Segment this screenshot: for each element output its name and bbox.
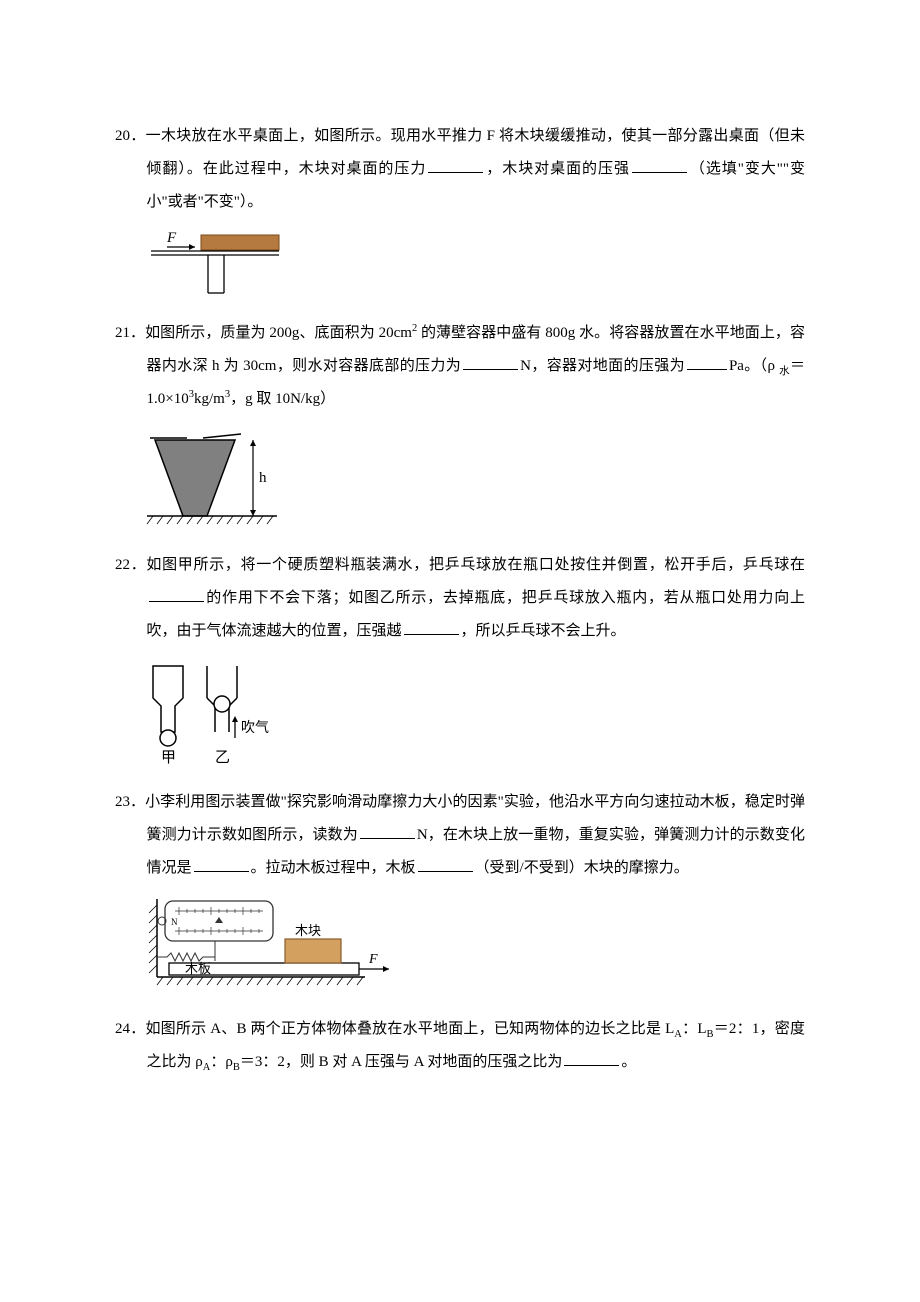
q23-label-block: 木块 (295, 923, 321, 938)
q24-text-d: ：ρ (210, 1054, 233, 1070)
q23-label-board: 木板 (185, 961, 211, 976)
q22-blank-2 (404, 620, 459, 635)
q20-svg: F (145, 229, 285, 299)
q21-blank-1 (463, 355, 518, 370)
question-22: 22．如图甲所示，将一个硬质塑料瓶装满水，把乒乓球放在瓶口处按住并倒置，松开手后… (115, 549, 805, 768)
q24-blank-1 (564, 1051, 619, 1066)
q24-text-b: ：L (682, 1021, 707, 1037)
q22-label-blow: 吹气 (241, 720, 269, 736)
q23-text-c: 。拉动木板过程中，木板 (251, 860, 416, 876)
q22-text-c: ，所以乒乓球不会上升。 (461, 623, 626, 639)
q21-blank-2 (687, 355, 727, 370)
q20-blank-1 (428, 158, 483, 173)
q24-num: 24． (115, 1021, 145, 1037)
q22-label-jia: 甲 (161, 750, 176, 766)
q24-text-f: 。 (621, 1054, 636, 1070)
q22-label-yi: 乙 (215, 750, 230, 766)
q20-figure: F (145, 229, 805, 299)
q22-figure: 甲 吹气 乙 (145, 658, 805, 768)
q23-blank-1 (360, 824, 415, 839)
q24-sub-b1: B (706, 1029, 713, 1040)
q24-text-a: 如图所示 A、B 两个正方体物体叠放在水平地面上，已知两物体的边长之比是 L (145, 1021, 674, 1037)
q22-text: 22．如图甲所示，将一个硬质塑料瓶装满水，把乒乓球放在瓶口处按住并倒置，松开手后… (115, 549, 805, 648)
q21-text-g: ，g 取 10N/kg） (230, 391, 335, 407)
svg-text:F: F (368, 952, 378, 967)
q24-text: 24．如图所示 A、B 两个正方体物体叠放在水平地面上，已知两物体的边长之比是 … (115, 1013, 805, 1079)
q21-text-f: kg/m (194, 391, 225, 407)
q22-text-a: 如图甲所示，将一个硬质塑料瓶装满水，把乒乓球放在瓶口处按住并倒置，松开手后，乒乓… (146, 557, 805, 573)
q21-text-d: Pa。（ρ (729, 358, 779, 374)
q21-text-a: 如图所示，质量为 200g、底面积为 20cm (145, 325, 412, 341)
q23-text-d: （受到/不受到）木块的摩擦力。 (475, 860, 689, 876)
q23-svg: N 木板 木块 F (145, 895, 400, 995)
q20-blank-2 (632, 158, 687, 173)
q24-text-e: ＝3：2，则 B 对 A 压强与 A 对地面的压强之比为 (240, 1054, 563, 1070)
question-21: 21．如图所示，质量为 200g、底面积为 20cm2 的薄壁容器中盛有 800… (115, 317, 805, 531)
q20-text-b: ，木块对桌面的压强 (485, 161, 630, 177)
question-24: 24．如图所示 A、B 两个正方体物体叠放在水平地面上，已知两物体的边长之比是 … (115, 1013, 805, 1079)
q23-num: 23． (115, 794, 145, 810)
q24-sub-a1: A (674, 1029, 682, 1040)
q21-figure: h (145, 426, 805, 531)
q24-sub-b2: B (233, 1062, 240, 1073)
q23-blank-2 (194, 857, 249, 872)
q20-text: 20．一木块放在水平桌面上，如图所示。现用水平推力 F 将木块缓缓推动，使其一部… (115, 120, 805, 219)
q22-num: 22． (115, 557, 146, 573)
q21-sub1: 水 (779, 366, 790, 377)
question-23: 23．小李利用图示装置做"探究影响滑动摩擦力大小的因素"实验，他沿水平方向匀速拉… (115, 786, 805, 995)
svg-text:N: N (171, 917, 178, 927)
q23-text: 23．小李利用图示装置做"探究影响滑动摩擦力大小的因素"实验，他沿水平方向匀速拉… (115, 786, 805, 885)
q21-svg: h (145, 426, 285, 531)
q20-num: 20． (115, 128, 146, 144)
q22-svg: 甲 吹气 乙 (145, 658, 305, 768)
svg-text:F: F (166, 230, 177, 246)
q22-blank-1 (149, 587, 204, 602)
svg-text:h: h (259, 470, 267, 486)
q23-blank-3 (418, 857, 473, 872)
q21-text: 21．如图所示，质量为 200g、底面积为 20cm2 的薄壁容器中盛有 800… (115, 317, 805, 416)
q21-text-c: N，容器对地面的压强为 (520, 358, 685, 374)
question-20: 20．一木块放在水平桌面上，如图所示。现用水平推力 F 将木块缓缓推动，使其一部… (115, 120, 805, 299)
q23-figure: N 木板 木块 F (145, 895, 805, 995)
q21-num: 21． (115, 325, 145, 341)
